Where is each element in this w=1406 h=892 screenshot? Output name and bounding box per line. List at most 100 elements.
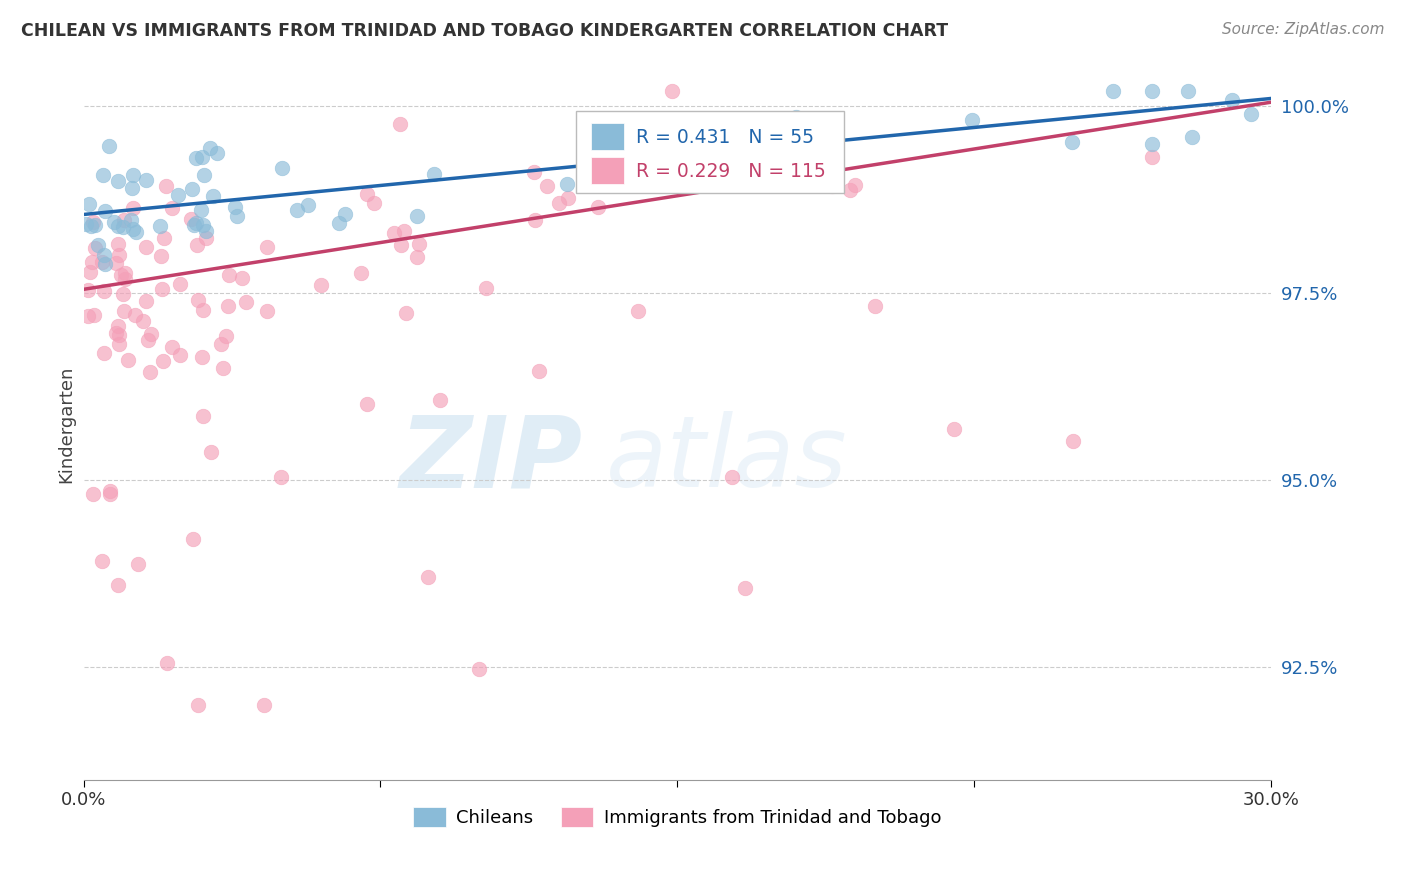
Point [93, 168, 115, 182]
Text: ZIP: ZIP [399, 411, 582, 508]
Point [557, 190, 579, 204]
Point [77, 309, 100, 323]
Point [586, 170, 609, 185]
Point [84, 241, 107, 255]
Point [285, 202, 308, 217]
Point [686, 140, 709, 154]
Point [169, 348, 191, 362]
Point [661, 84, 683, 98]
FancyBboxPatch shape [591, 123, 624, 150]
Text: CHILEAN VS IMMIGRANTS FROM TRINIDAD AND TOBAGO KINDERGARTEN CORRELATION CHART: CHILEAN VS IMMIGRANTS FROM TRINIDAD AND … [21, 22, 948, 40]
Point [474, 280, 496, 294]
Point [1101, 84, 1123, 98]
Point [606, 117, 628, 131]
Point [793, 133, 815, 147]
Point [191, 409, 214, 424]
Point [93, 248, 115, 262]
Point [363, 196, 385, 211]
Point [77, 197, 100, 211]
Point [103, 215, 125, 229]
Point [406, 250, 429, 264]
Point [200, 445, 222, 459]
Point [135, 239, 157, 253]
Point [309, 278, 332, 293]
Point [202, 189, 225, 203]
Point [209, 337, 232, 351]
Point [356, 186, 378, 201]
Point [734, 581, 756, 595]
Point [191, 350, 214, 364]
Point [741, 112, 763, 127]
Point [82, 487, 104, 501]
Point [256, 240, 278, 254]
Point [706, 174, 728, 188]
Point [94, 257, 117, 271]
Point [186, 237, 208, 252]
Point [524, 213, 547, 227]
Text: R = 0.229   N = 115: R = 0.229 N = 115 [636, 161, 825, 181]
Point [1060, 135, 1083, 149]
Point [328, 216, 350, 230]
Point [131, 314, 153, 328]
Point [150, 282, 173, 296]
Point [98, 484, 121, 499]
Point [389, 238, 412, 252]
Point [104, 326, 127, 340]
Point [522, 165, 544, 179]
Point [98, 487, 121, 501]
Point [1240, 107, 1263, 121]
Point [94, 203, 117, 218]
Point [389, 117, 412, 131]
Point [200, 141, 222, 155]
Point [77, 284, 100, 298]
Text: Source: ZipAtlas.com: Source: ZipAtlas.com [1222, 22, 1385, 37]
Point [1181, 129, 1204, 144]
Point [125, 225, 148, 239]
Point [215, 329, 238, 343]
Point [1142, 85, 1164, 99]
Point [406, 209, 429, 223]
Point [79, 265, 101, 279]
Point [547, 196, 569, 211]
Point [191, 303, 214, 318]
Point [181, 532, 204, 546]
Point [721, 469, 744, 483]
Point [225, 209, 247, 223]
Point [97, 139, 120, 153]
Point [180, 212, 202, 227]
Point [586, 200, 609, 214]
Point [190, 150, 212, 164]
Point [107, 236, 129, 251]
Point [1220, 93, 1243, 107]
Point [557, 178, 579, 192]
Point [194, 231, 217, 245]
Point [83, 308, 105, 322]
Point [235, 295, 257, 310]
Point [602, 175, 624, 189]
Y-axis label: Kindergarten: Kindergarten [58, 366, 75, 483]
Point [183, 219, 205, 233]
Point [107, 174, 129, 188]
Point [1062, 434, 1084, 448]
Point [356, 397, 378, 411]
Point [153, 231, 176, 245]
Point [758, 151, 780, 165]
Point [270, 469, 292, 483]
Point [160, 202, 183, 216]
Point [111, 220, 134, 235]
Point [423, 168, 446, 182]
Point [217, 299, 239, 313]
Point [187, 698, 209, 712]
Point [166, 188, 188, 202]
Point [181, 182, 204, 196]
Point [256, 303, 278, 318]
Point [231, 271, 253, 285]
Point [758, 149, 780, 163]
Point [191, 218, 214, 232]
Point [865, 299, 887, 313]
Point [253, 698, 276, 712]
Point [139, 365, 162, 379]
Point [205, 145, 228, 160]
Point [468, 662, 491, 676]
Legend: Chileans, Immigrants from Trinidad and Tobago: Chileans, Immigrants from Trinidad and T… [406, 799, 949, 835]
